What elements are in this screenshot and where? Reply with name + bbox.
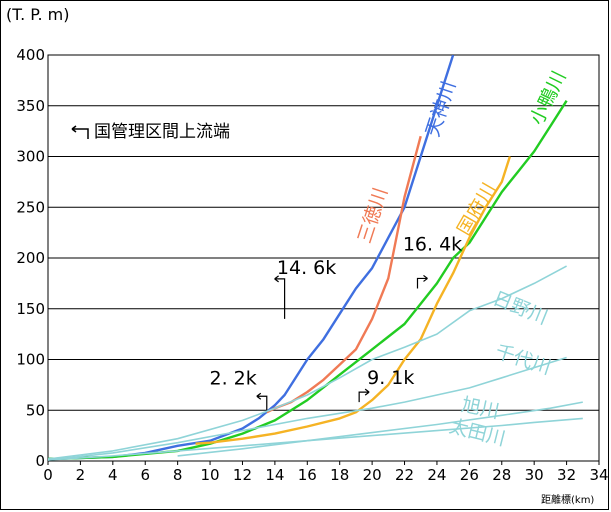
- grid-lines: [47, 105, 600, 465]
- x-tick-label: 8: [173, 466, 183, 484]
- legend-note: 国管理区間上流端: [71, 122, 230, 142]
- y-axis-label: (T. P. m): [6, 5, 69, 24]
- series-lines: [48, 55, 583, 461]
- km-label: 2. 2k: [210, 367, 257, 389]
- annotation-marks: [256, 274, 428, 411]
- x-tick-labels: 0 2 4 6 8 10 12 14 16 18 20 22 24 26 28 30 32 34: [43, 466, 608, 484]
- km-arrow-icon: [358, 388, 370, 403]
- y-tick-label: 150: [16, 300, 45, 318]
- km-label: 9. 1k: [367, 367, 414, 389]
- x-tick-label: 10: [201, 466, 220, 484]
- km-arrow-icon: [274, 275, 286, 319]
- x-tick-label: 0: [43, 466, 53, 484]
- x-tick-label: 16: [298, 466, 317, 484]
- y-tick-label: 100: [16, 351, 45, 369]
- x-tick-label: 12: [233, 466, 252, 484]
- x-tick-label: 22: [395, 466, 414, 484]
- series-line-日野川: [48, 265, 567, 460]
- y-tick-label: 50: [26, 401, 45, 419]
- series-line-太田川: [48, 417, 583, 461]
- x-tick-label: 20: [363, 466, 382, 484]
- x-tick-label: 6: [140, 466, 150, 484]
- km-label: 16. 4k: [403, 233, 462, 255]
- y-tick-labels: 0 50 100 150 200 250 300 350 400: [16, 46, 45, 470]
- series-line-旭川: [177, 401, 583, 457]
- x-axis-label: 距離標(km): [541, 493, 594, 506]
- series-line-国府川: [195, 156, 512, 445]
- x-tick-label: 18: [330, 466, 349, 484]
- x-tick-label: 34: [589, 466, 608, 484]
- series-line-千代川: [48, 356, 567, 461]
- y-tick-label: 350: [16, 97, 45, 115]
- km-arrow-icon: [256, 392, 268, 411]
- y-tick-label: 300: [16, 148, 45, 166]
- x-tick-label: 14: [265, 466, 284, 484]
- x-tick-label: 26: [460, 466, 479, 484]
- arrow-icon: [71, 125, 89, 139]
- km-labels: 2. 2k 14. 6k 9. 1k 16. 4k: [210, 233, 463, 389]
- x-tick-label: 28: [492, 466, 511, 484]
- x-tick-label: 4: [108, 466, 118, 484]
- x-tick-label: 24: [427, 466, 446, 484]
- x-tick-label: 2: [76, 466, 86, 484]
- y-tick-label: 250: [16, 198, 45, 216]
- km-label: 14. 6k: [277, 257, 336, 279]
- km-arrow-icon: [416, 274, 428, 289]
- y-tick-label: 200: [16, 249, 45, 267]
- legend-note-text: 国管理区間上流端: [94, 122, 230, 142]
- x-tick-label: 32: [557, 466, 576, 484]
- y-tick-label: 0: [35, 452, 45, 470]
- x-tick-label: 30: [525, 466, 544, 484]
- y-tick-label: 400: [16, 46, 45, 64]
